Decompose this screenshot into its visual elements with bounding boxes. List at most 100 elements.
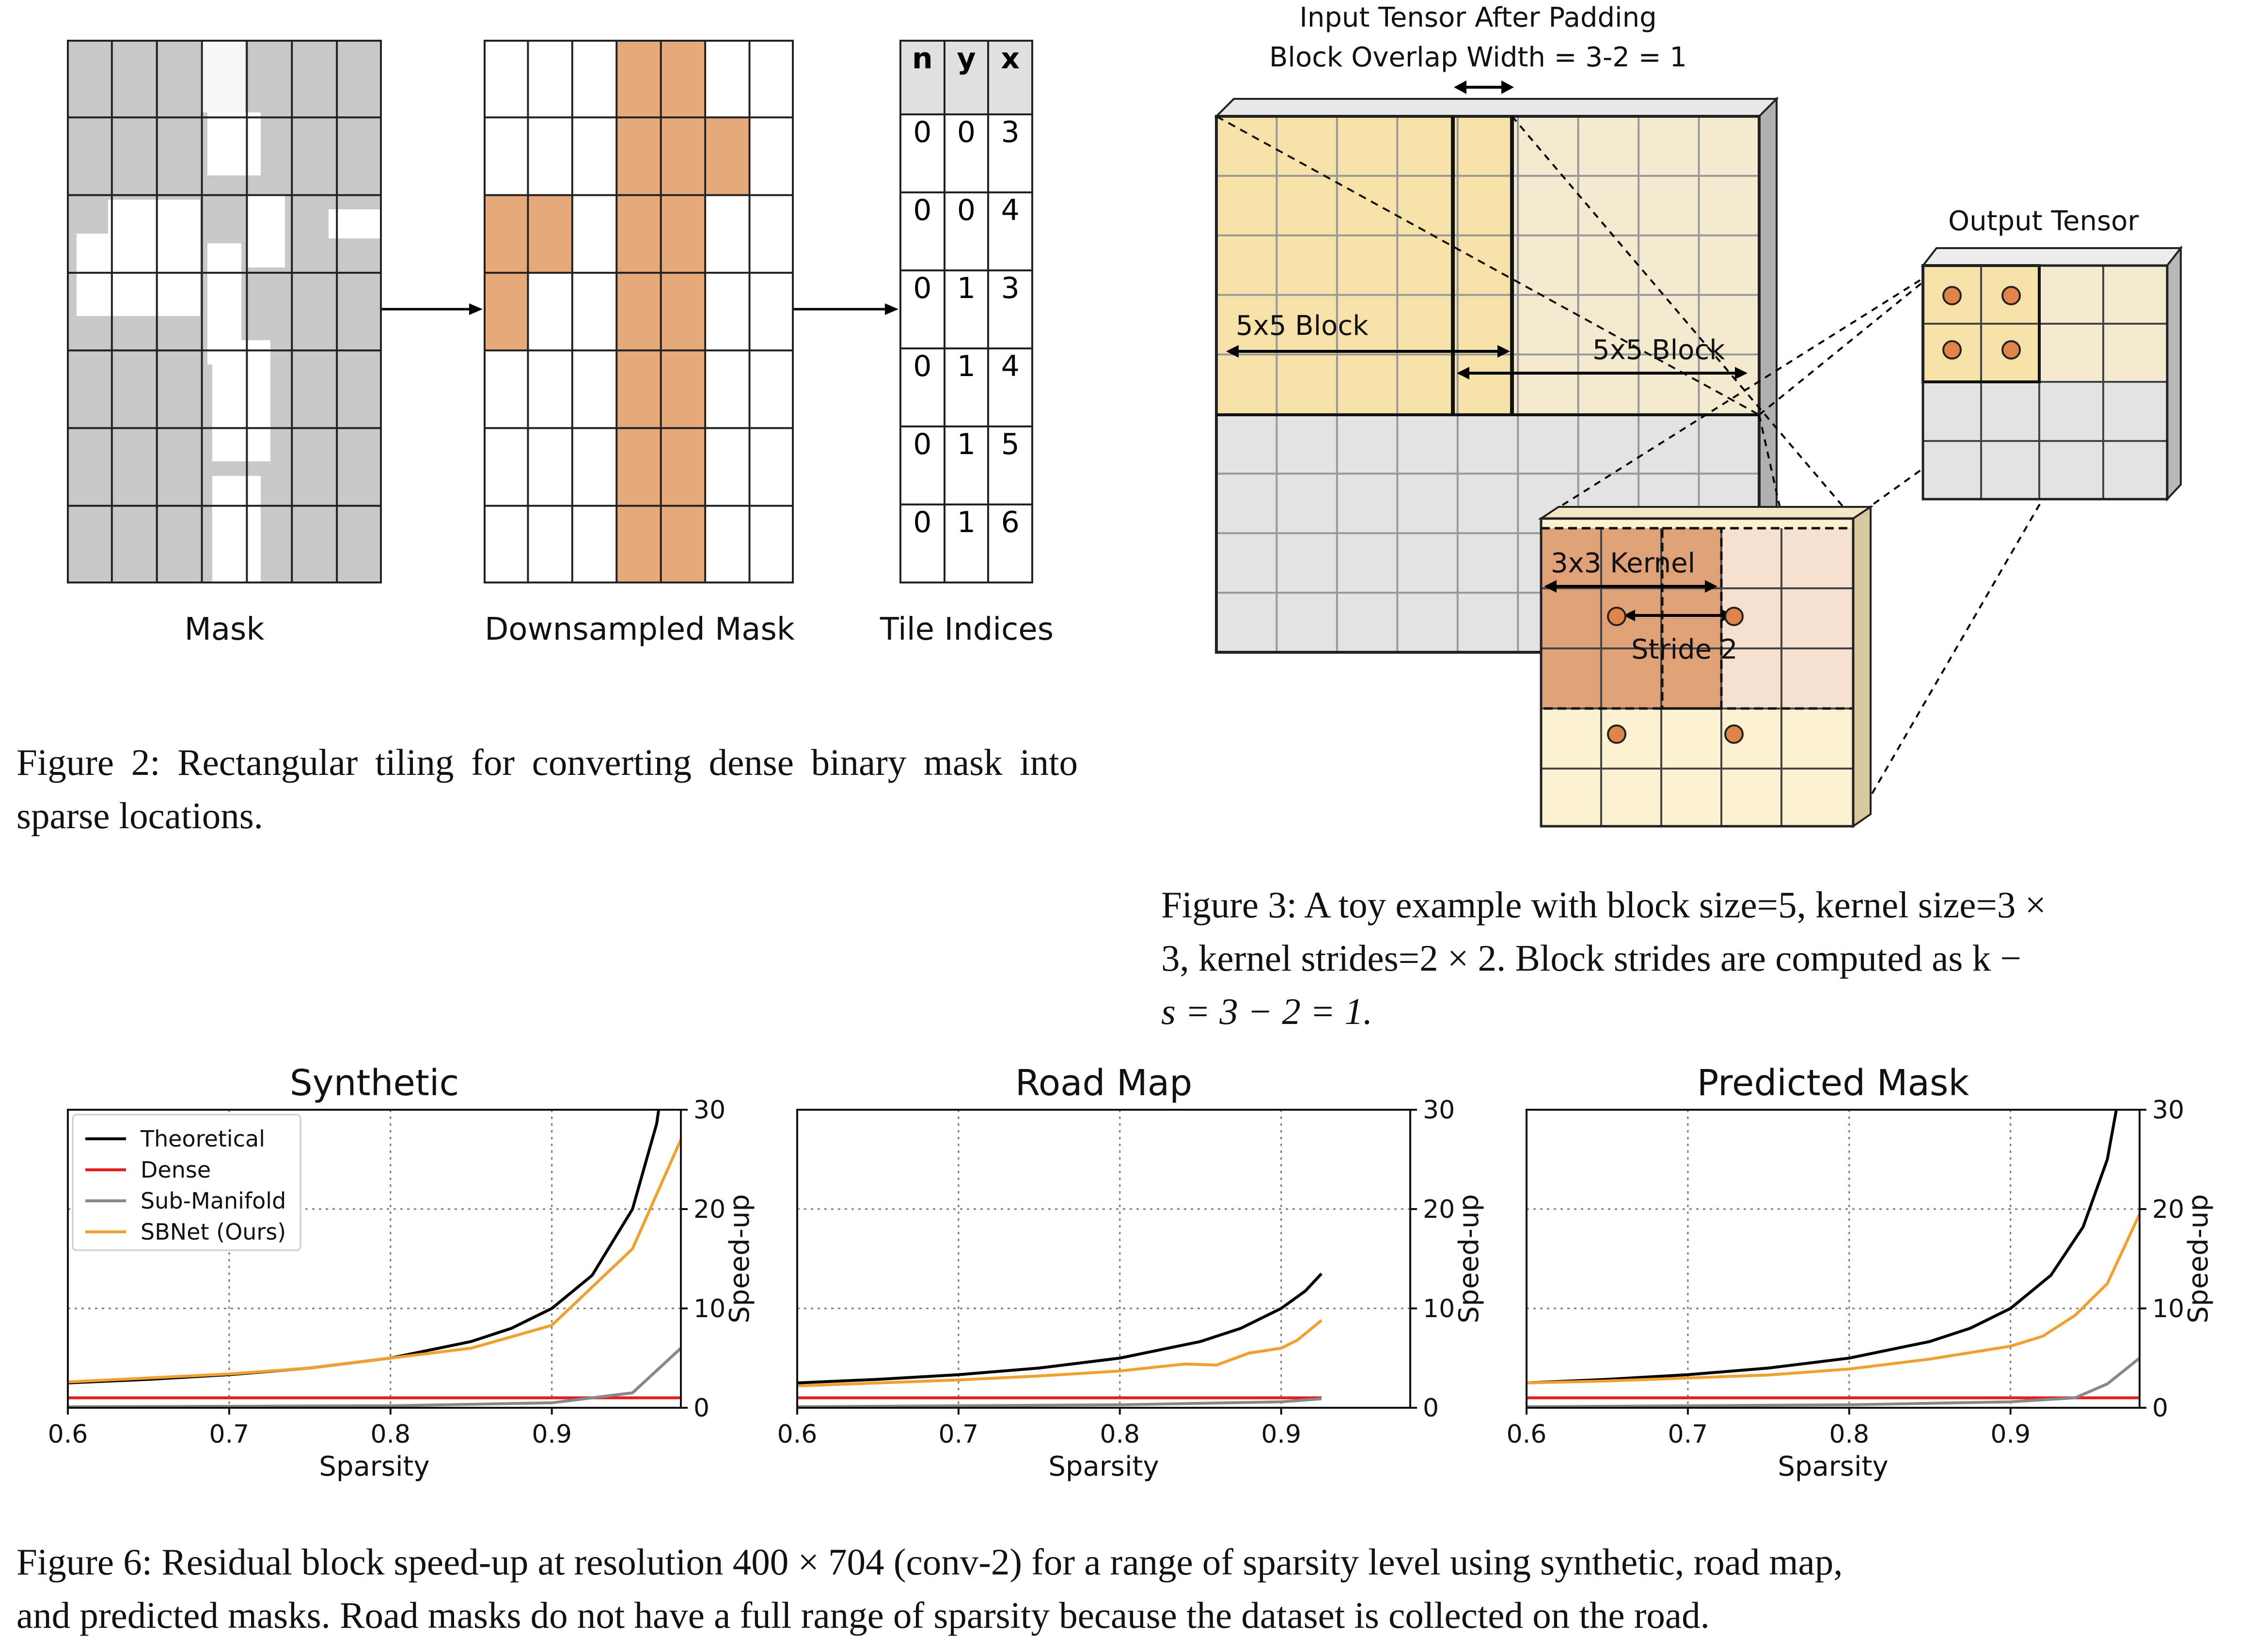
x-tick-label: 0.9 (1990, 1420, 2031, 1449)
active-tile (616, 195, 661, 273)
series-line-sbnet-ours- (797, 1319, 1323, 1387)
active-tile (616, 428, 661, 506)
table-cell: 1 (945, 427, 990, 503)
legend-entry: Sub-Manifold (141, 1188, 286, 1214)
plot-frame (67, 1109, 682, 1409)
table-cell: 0 (901, 271, 945, 347)
chart-road-map: Road Map 0.6 0.7 0.8 0.9 0 10 20 30 Sparsity Speed… (777, 1062, 1485, 1482)
x-tick-label: 0.7 (1668, 1420, 1708, 1449)
block-label-1: 5x5 Block (1236, 310, 1369, 342)
active-tile (661, 272, 706, 351)
y-tick-label: 0 (2152, 1394, 2168, 1423)
active-tile (616, 117, 661, 195)
table-cell: 0 (901, 193, 945, 269)
figure-6-caption-line-2: and predicted masks. Road masks do not h… (16, 1594, 1710, 1636)
table-cell: 0 (945, 193, 990, 269)
figure-6-caption-line-1: Figure 6: Residual block speed-up at res… (16, 1541, 1843, 1583)
y-axis-label: Speed-up (1453, 1194, 1485, 1323)
series-line-sub-manifold (797, 1397, 1322, 1408)
active-tile (616, 350, 661, 428)
active-tile (528, 195, 572, 273)
y-tick-label: 10 (1423, 1294, 1455, 1323)
y-tick-label: 10 (2152, 1294, 2184, 1323)
x-axis-label: Sparsity (319, 1451, 429, 1482)
x-tick-label: 0.9 (1261, 1420, 1301, 1449)
y-tick-label: 30 (1423, 1096, 1455, 1125)
series-line-theoretical (1527, 1110, 2118, 1385)
series-line-theoretical (797, 1273, 1323, 1385)
x-tick-label: 0.8 (370, 1420, 410, 1449)
table-cell: 0 (901, 505, 945, 582)
legend-entry: SBNet (Ours) (141, 1219, 286, 1245)
input-tensor-title: Input Tensor After Padding (1299, 2, 1657, 33)
series-line-sbnet-ours- (1527, 1213, 2140, 1385)
mask-grid (67, 40, 382, 583)
table-cell: 4 (1001, 193, 1020, 227)
x-tick-label: 0.8 (1100, 1420, 1140, 1449)
chart-title: Road Map (1015, 1062, 1192, 1104)
active-tile (616, 272, 661, 351)
y-tick-label: 20 (693, 1195, 725, 1224)
figure-3-caption: Figure 3: A toy example with block size=… (1161, 878, 2242, 1038)
series-line-sbnet-ours- (68, 1139, 681, 1384)
legend: Theoretical Dense Sub-Manifold SBNet (Ours) (72, 1114, 301, 1251)
y-tick-label: 20 (2152, 1195, 2184, 1224)
table-cell: 0 (901, 115, 945, 191)
header-x: x (1001, 42, 1020, 76)
downsampled-mask-label: Downsampled Mask (485, 612, 795, 647)
x-tick-label: 0.9 (532, 1420, 572, 1449)
plot-frame (1526, 1109, 2141, 1409)
mask-label: Mask (184, 612, 265, 647)
x-tick-label: 0.8 (1829, 1420, 1869, 1449)
active-tile (616, 40, 661, 118)
figure-3-caption-line-1: Figure 3: A toy example with block size=… (1161, 884, 2047, 926)
stride-label: Stride 2 (1631, 634, 1738, 665)
figure-3-diagram (1214, 80, 2183, 828)
y-tick-label: 30 (2152, 1096, 2184, 1125)
x-tick-label: 0.7 (939, 1420, 979, 1449)
block-overlap-title: Block Overlap Width = 3-2 = 1 (1269, 42, 1687, 73)
y-tick-label: 10 (693, 1294, 725, 1323)
active-tile (661, 505, 706, 583)
y-tick-label: 0 (1423, 1394, 1439, 1423)
table-cell: 1 (945, 271, 990, 347)
active-tile (484, 195, 528, 273)
downsampled-mask-grid (484, 40, 794, 583)
x-tick-label: 0.6 (777, 1420, 818, 1449)
table-cell: 0 (901, 349, 945, 425)
chart-predicted-mask: Predicted Mask 0.6 0.7 0.8 0.9 0 10 20 30 Sparsit… (1507, 1062, 2214, 1482)
table-cell: 1 (945, 505, 990, 582)
chart-synthetic: Synthetic 0.6 0.7 0.8 0.9 0 10 20 30 Sparsity Spee… (48, 1062, 756, 1482)
table-cell: 0 (945, 115, 990, 191)
x-axis-label: Sparsity (1778, 1451, 1888, 1482)
table-cell: 0 (901, 427, 945, 503)
series-line-sub-manifold (68, 1347, 681, 1408)
legend-entry: Dense (141, 1157, 211, 1183)
legend-entry: Theoretical (140, 1126, 265, 1152)
y-axis-label: Speed-up (724, 1194, 756, 1323)
active-tile (661, 117, 706, 195)
x-axis-label: Sparsity (1048, 1451, 1159, 1482)
active-tile (661, 350, 706, 428)
active-tile (484, 272, 528, 351)
kernel-label: 3x3 Kernel (1551, 548, 1696, 579)
series-line-sub-manifold (1527, 1357, 2140, 1408)
active-tile (661, 195, 706, 273)
y-tick-label: 20 (1423, 1195, 1455, 1224)
chart-title: Predicted Mask (1697, 1062, 1969, 1104)
header-y: y (945, 42, 990, 113)
header-n: n (901, 42, 945, 113)
table-cell: 5 (1001, 427, 1020, 461)
figure-6-caption: Figure 6: Residual block speed-up at res… (16, 1535, 2255, 1642)
table-cell: 1 (945, 349, 990, 425)
x-tick-label: 0.7 (209, 1420, 250, 1449)
tile-indices-label: Tile Indices (880, 612, 1054, 647)
chart-title: Synthetic (290, 1062, 459, 1104)
